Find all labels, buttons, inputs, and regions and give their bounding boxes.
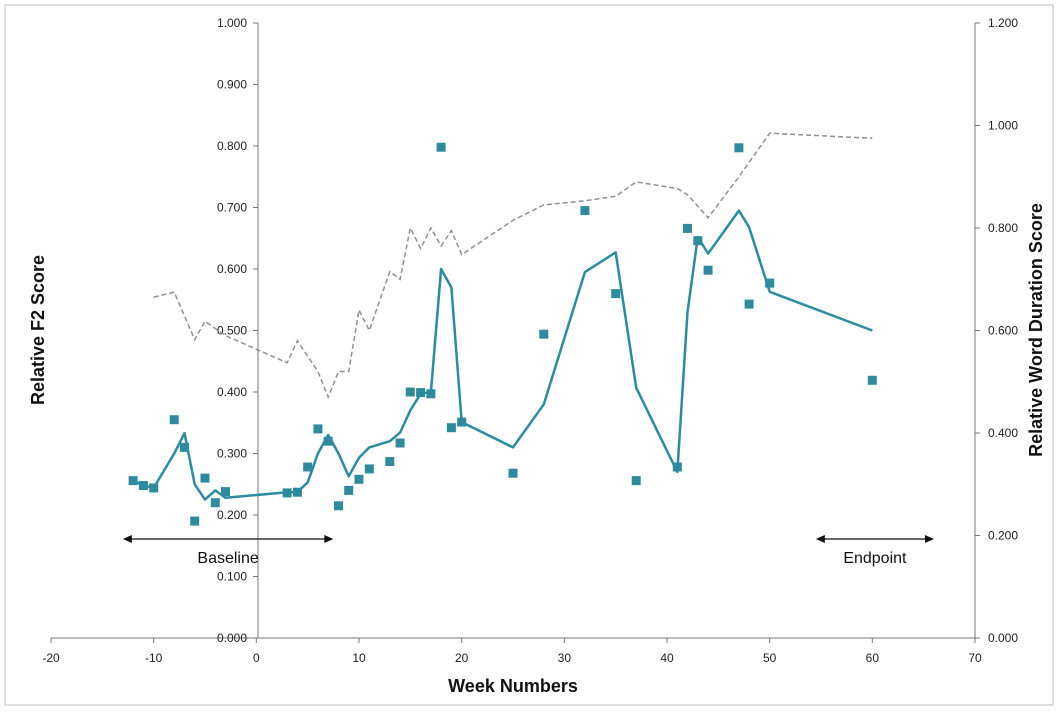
y2-tick-label: 0.600	[988, 324, 1018, 338]
y-tick-label: 0.000	[217, 631, 247, 645]
f2-data-point	[426, 389, 436, 399]
f2-data-point	[765, 278, 775, 288]
y-tick-label: 0.600	[217, 262, 247, 276]
f2-data-point	[385, 457, 395, 466]
y-tick-label: 0.500	[217, 324, 247, 338]
x-tick-label: 40	[660, 651, 674, 665]
f2-data-point	[149, 483, 159, 493]
f2-data-point	[744, 299, 754, 309]
f2-data-point	[323, 436, 333, 446]
chart-frame	[4, 4, 1054, 706]
x-tick-label: 60	[866, 651, 880, 665]
x-axis-title: Week Numbers	[448, 676, 578, 696]
f2-data-point	[344, 485, 354, 495]
x-tick-label: -20	[42, 651, 60, 665]
annotation-label: Endpoint	[843, 550, 907, 567]
y2-tick-label: 0.400	[988, 426, 1018, 440]
f2-data-point	[169, 415, 179, 425]
f2-trend-layer	[132, 209, 873, 501]
f2-data-point	[631, 476, 641, 486]
f2-data-point	[703, 265, 713, 275]
f2-data-point	[282, 488, 292, 498]
f2-data-point	[364, 464, 374, 474]
x-tick-label: 20	[455, 651, 469, 665]
y-tick-group: 0.000 0.100 0.200 0.300 0.400 0.500 0.600 0.700…	[217, 16, 258, 645]
f2-data-point	[446, 423, 456, 433]
y2-tick-label: 1.000	[988, 119, 1018, 133]
x-tick-group: -20 -10 0 10 20 30 40 50 60 70	[42, 638, 982, 665]
annotation-arrow-head	[924, 535, 934, 543]
x-tick-label: 70	[968, 651, 982, 665]
f2-data-point	[436, 142, 446, 152]
annotation-layer: Baseline Endpoint	[122, 535, 934, 567]
f2-data-point	[128, 476, 138, 486]
f2-data-point	[508, 468, 518, 478]
y-tick-label: 0.200	[217, 508, 247, 522]
y2-tick-label: 0.200	[988, 529, 1018, 543]
f2-data-point	[734, 143, 744, 153]
f2-data-point	[405, 387, 415, 397]
f2-data-point	[200, 473, 210, 483]
y-tick-label: 0.900	[217, 78, 247, 92]
f2-marker-layer	[128, 142, 877, 526]
annotation-arrow-head	[324, 535, 334, 543]
y-tick-label: 0.400	[217, 385, 247, 399]
f2-data-point	[190, 516, 200, 526]
f2-data-point	[313, 424, 323, 434]
duration-series-line	[153, 132, 873, 400]
x-tick-label: 50	[763, 651, 777, 665]
f2-data-point	[138, 481, 148, 490]
x-tick-label: 30	[558, 651, 572, 665]
f2-data-point	[867, 375, 877, 385]
y2-axis-title: Relative Word Duration Score	[1026, 203, 1046, 457]
y2-tick-group: 0.000 0.200 0.400 0.600 0.800 1.000 1.200	[975, 16, 1018, 645]
annotation-arrow-head	[122, 535, 132, 543]
annotation-arrow-head	[815, 535, 825, 543]
y-tick-label: 0.300	[217, 447, 247, 461]
y2-tick-label: 1.200	[988, 16, 1018, 30]
f2-data-point	[457, 417, 467, 427]
f2-data-point	[539, 329, 549, 339]
f2-data-point	[683, 223, 692, 233]
y-tick-label: 1.000	[217, 16, 247, 30]
f2-data-point	[292, 487, 302, 497]
f2-data-point	[693, 236, 703, 246]
f2-data-point	[303, 462, 313, 472]
y-axis-title: Relative F2 Score	[28, 255, 48, 405]
f2-trend-line	[132, 209, 873, 501]
x-tick-label: 10	[352, 651, 366, 665]
y2-tick-label: 0.000	[988, 631, 1018, 645]
f2-data-point	[672, 462, 682, 472]
f2-data-point	[180, 442, 189, 452]
f2-data-point	[395, 438, 405, 448]
y2-tick-label: 0.800	[988, 221, 1018, 235]
f2-data-point	[580, 206, 590, 216]
f2-data-point	[416, 388, 426, 398]
x-tick-label: -10	[145, 651, 163, 665]
f2-data-point	[210, 498, 220, 508]
f2-data-point	[334, 501, 343, 511]
y-tick-label: 0.800	[217, 139, 247, 153]
y-tick-label: 0.100	[217, 570, 247, 584]
f2-data-point	[611, 289, 621, 299]
annotation-label: Baseline	[197, 550, 258, 567]
f2-data-point	[221, 487, 230, 497]
f2-data-point	[354, 474, 364, 484]
y-tick-label: 0.700	[217, 201, 247, 215]
duration-series-layer	[153, 132, 873, 400]
x-tick-label: 0	[253, 651, 260, 665]
